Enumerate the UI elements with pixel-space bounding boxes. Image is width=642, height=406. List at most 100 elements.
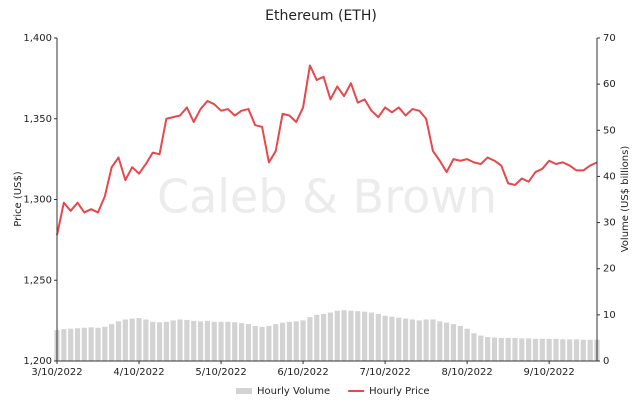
x-tick-label: 6/10/2022 [277, 367, 328, 378]
legend-label: Hourly Volume [257, 386, 330, 397]
volume-bar [279, 322, 286, 361]
volume-bar [546, 338, 552, 361]
volume-bar [170, 320, 176, 361]
volume-bar [485, 337, 491, 361]
watermark: Caleb & Brown [157, 170, 497, 224]
volume-bar [341, 310, 347, 361]
volume-bar [403, 318, 409, 361]
volume-bar [382, 315, 388, 361]
volume-bar [526, 338, 532, 361]
y-tick-label: 1,300 [23, 195, 52, 206]
y-tick-label: 1,400 [23, 33, 52, 44]
volume-bar [197, 321, 204, 361]
y-tick-label: 1,250 [23, 275, 52, 286]
volume-bar [348, 310, 354, 361]
price-line [56, 64, 598, 236]
volume-bar [423, 319, 429, 361]
volume-bar [450, 324, 457, 361]
volume-bar [259, 326, 265, 361]
legend-swatch [236, 388, 252, 394]
volume-bar [498, 337, 504, 361]
volume-bar [88, 327, 94, 361]
volume-bar [320, 313, 327, 361]
x-tick-label: 5/10/2022 [195, 367, 246, 378]
volume-bar [61, 329, 67, 361]
volume-bar [191, 320, 197, 361]
volume-bar [409, 319, 416, 361]
volume-bar [109, 324, 115, 361]
volume-bar [437, 321, 443, 361]
volume-bar [368, 312, 375, 361]
volume-bar [532, 338, 539, 361]
volume-bar [266, 325, 272, 361]
x-tick-label: 4/10/2022 [113, 367, 164, 378]
volume-bar [587, 339, 593, 361]
volume-bar [491, 337, 498, 361]
volume-bar [252, 325, 258, 361]
x-tick-label: 8/10/2022 [441, 367, 492, 378]
y-tick-label: 1,350 [23, 114, 52, 125]
volume-bar [122, 319, 128, 361]
volume-bar [115, 321, 122, 361]
volume-bar [286, 321, 293, 361]
volume-bar [361, 311, 368, 361]
volume-bar [143, 319, 149, 361]
volume-bar [225, 321, 231, 361]
y2-tick-label: 20 [603, 264, 616, 275]
volume-bar [560, 339, 566, 361]
volume-bar [273, 324, 279, 361]
volume-bar [471, 333, 477, 361]
y2-tick-label: 30 [603, 218, 616, 229]
volume-bar [512, 337, 518, 361]
volume-bar [539, 338, 545, 361]
y2-tick-label: 50 [603, 125, 616, 136]
volume-bar [163, 321, 169, 361]
volume-bar [519, 338, 525, 361]
volume-bar [396, 317, 402, 361]
volume-bar [567, 339, 573, 361]
volume-bar [464, 328, 470, 361]
y2-tick-label: 60 [603, 79, 616, 90]
volume-bar [580, 339, 586, 361]
volume-bar [389, 316, 395, 361]
volume-bar [293, 321, 299, 361]
volume-bar [457, 325, 463, 361]
chart-title: Ethereum (ETH) [265, 8, 377, 24]
volume-bar [68, 328, 74, 361]
volume-bar [334, 310, 340, 361]
volume-bar [245, 324, 251, 361]
volume-bar [74, 328, 81, 361]
x-tick-label: 3/10/2022 [31, 367, 82, 378]
volume-bar [553, 338, 559, 361]
volume-bar [102, 326, 108, 361]
volume-bar [184, 319, 190, 361]
volume-bar [156, 322, 163, 361]
volume-bar [204, 320, 210, 361]
volume-bar [327, 312, 334, 361]
x-tick-label: 9/10/2022 [524, 367, 575, 378]
volume-bar [238, 323, 245, 361]
volume-bar [300, 320, 306, 361]
volume-bar [136, 318, 142, 361]
y2-axis-label: Volume (US$ billions) [620, 146, 631, 253]
y-axis-label: Price (US$) [13, 171, 24, 227]
volume-bar [81, 327, 87, 361]
volume-bar [218, 321, 224, 361]
volume-bar [444, 322, 450, 361]
y2-tick-label: 40 [603, 171, 616, 182]
legend-label: Hourly Price [369, 386, 429, 397]
x-tick-label: 7/10/2022 [359, 367, 410, 378]
volume-bar [430, 319, 436, 361]
volume-bar [375, 313, 381, 361]
volume-bar [177, 319, 183, 361]
volume-bar [307, 317, 313, 361]
volume-bar [416, 320, 422, 361]
volume-bar [232, 322, 238, 361]
volume-bar [129, 318, 135, 361]
volume-bar [505, 337, 511, 361]
volume-bar [355, 311, 361, 361]
volume-bar [211, 321, 217, 361]
y2-tick-label: 70 [603, 33, 616, 44]
y2-tick-label: 10 [603, 310, 616, 321]
